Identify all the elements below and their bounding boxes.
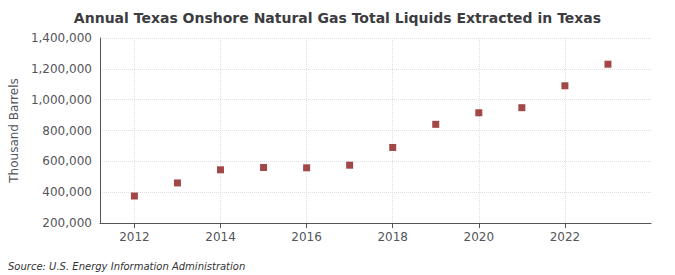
svg-text:Annual Texas Onshore Natural G: Annual Texas Onshore Natural Gas Total L… [74,10,601,26]
svg-text:2014: 2014 [205,230,236,244]
svg-text:600,000: 600,000 [42,154,92,168]
svg-text:200,000: 200,000 [42,216,92,230]
svg-text:800,000: 800,000 [42,124,92,138]
svg-text:1,000,000: 1,000,000 [31,93,92,107]
svg-text:2018: 2018 [377,230,408,244]
svg-text:2022: 2022 [550,230,581,244]
svg-text:1,200,000: 1,200,000 [31,62,92,76]
svg-text:Thousand Barrels: Thousand Barrels [7,78,21,183]
svg-text:2016: 2016 [291,230,322,244]
svg-text:2012: 2012 [119,230,150,244]
svg-text:2020: 2020 [464,230,495,244]
svg-text:400,000: 400,000 [42,185,92,199]
svg-text:Source: U.S. Energy Informatio: Source: U.S. Energy Information Administ… [8,261,245,272]
svg-text:1,400,000: 1,400,000 [31,31,92,45]
